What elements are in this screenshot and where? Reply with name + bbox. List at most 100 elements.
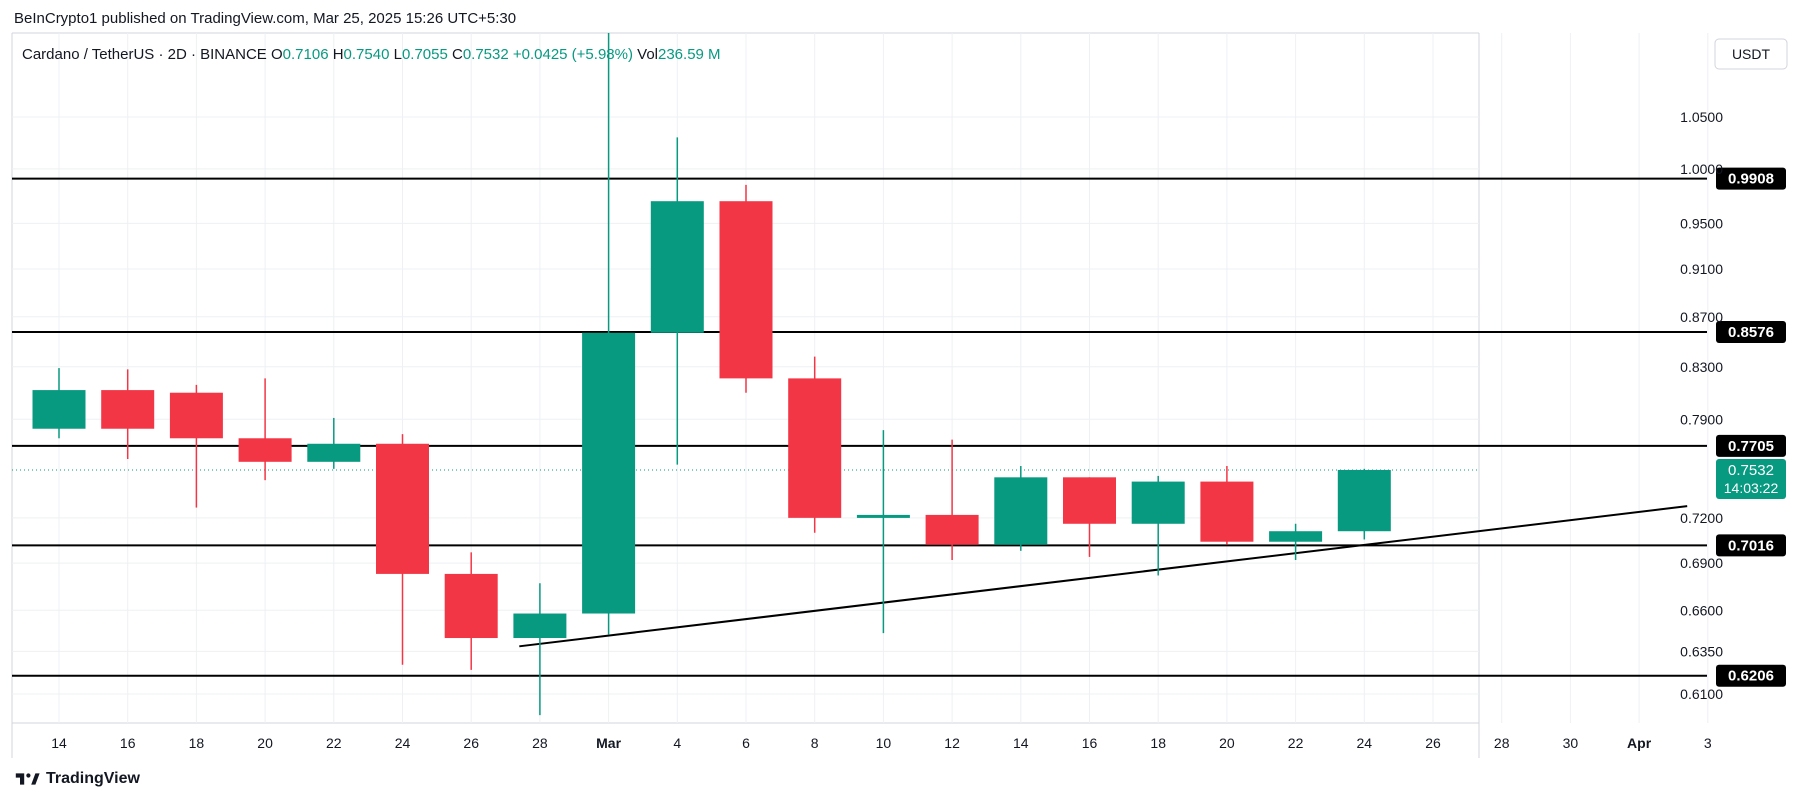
y-tick-label: 0.9100 [1680,261,1723,277]
y-tick-label: 0.7900 [1680,411,1723,427]
axes: 1.0500 1.0000 0.9500 0.9100 0.8700 0.8300 0.79… [51,38,1788,751]
change-value: +0.0425 (+5.98%) [513,46,637,63]
x-tick-label: 24 [395,735,411,751]
x-tick-label: 16 [1082,735,1098,751]
x-tick-label: 14 [51,735,67,751]
currency-label: USDT [1732,46,1771,62]
level-label: 0.8576 [1728,324,1774,341]
candle-body [582,332,636,614]
candle-body [101,390,155,429]
x-tick-label: 6 [742,735,750,751]
level-lines: 0.9908 0.8576 0.7705 0.7016 0.6206 0.753214:0… [12,167,1786,687]
candle [994,466,1048,551]
level-label: 0.6206 [1728,668,1774,685]
y-tick-label: 1.0000 [1680,161,1723,177]
candle [1269,523,1323,560]
volume-value: 236.59 M [658,46,721,63]
x-tick-label: 24 [1357,735,1373,751]
x-tick-label: 22 [1288,735,1304,751]
candle [1337,468,1391,540]
close-value: 0.7532 [463,46,513,63]
price-chart[interactable]: 0.99080.85760.77050.70160.62060.753214:0… [0,0,1804,760]
candle-body [719,201,773,379]
level-label-box [1716,434,1786,457]
candle [582,33,636,635]
candle [1063,477,1116,557]
tradingview-logo-icon [15,773,40,785]
bar-countdown: 14:03:22 [1724,480,1779,496]
candle [1131,475,1185,576]
candle-body [444,573,498,639]
low-label: L [394,46,402,63]
candle [513,583,567,716]
symbol-legend: Cardano / TetherUS · 2D · BINANCE O0.710… [22,46,721,63]
candle-body [856,514,910,518]
y-tick-label: 0.8300 [1680,359,1723,375]
y-tick-label: 0.8700 [1680,309,1723,325]
symbol-name: Cardano / TetherUS · 2D · BINANCE [22,46,271,63]
candle [169,384,223,508]
candle [376,434,429,665]
candle [788,356,842,533]
y-tick-label: 1.0500 [1680,109,1723,125]
candle-body [1200,481,1254,542]
close-label: C [452,46,463,63]
x-tick-label: 16 [120,735,136,751]
level-label-box [1716,664,1786,687]
candle-body [238,438,292,462]
x-tick-label: 4 [673,735,681,751]
y-tick-label: 0.9500 [1680,215,1723,231]
x-tick-label: 28 [532,735,548,751]
brand-name: TradingView [46,770,140,787]
x-tick-label: Mar [596,735,621,751]
candle [1200,466,1254,545]
x-tick-label: 26 [463,735,479,751]
x-tick-label: 14 [1013,735,1029,751]
candle [444,552,498,670]
y-tick-label: 0.6600 [1680,602,1723,618]
candle-body [513,613,567,639]
candle [32,368,86,439]
tradingview-brand[interactable]: TradingView [14,770,140,788]
x-tick-label: 30 [1563,735,1579,751]
high-value: 0.7540 [344,46,394,63]
candle-body [788,378,842,518]
level-label-box [1716,167,1786,190]
trendline-group [519,505,1688,648]
candle [238,378,292,481]
candle [925,439,979,560]
candle [101,369,155,460]
candle [307,417,361,469]
level-label: 0.7016 [1728,537,1774,554]
candle [650,137,704,465]
last-price-label: 0.7532 [1728,462,1774,479]
y-tick-label: 0.6100 [1680,686,1723,702]
low-value: 0.7055 [402,46,452,63]
volume-label: Vol [637,46,658,63]
high-label: H [333,46,344,63]
x-tick-label: 8 [811,735,819,751]
candle-body [307,443,361,462]
candle-body [169,392,223,439]
candle-body [994,477,1048,545]
x-tick-label: 20 [1219,735,1235,751]
candle-body [1269,531,1323,542]
x-tick-label: 3 [1704,735,1712,751]
open-value: 0.7106 [283,46,333,63]
x-tick-label: 26 [1425,735,1441,751]
currency-button[interactable] [1714,38,1788,70]
candle-body [1131,481,1185,524]
level-label-box [1716,321,1786,344]
support-trendline [519,505,1688,648]
symbol-legend-line: Cardano / TetherUS · 2D · BINANCE O0.710… [22,46,721,63]
level-label-box [1716,534,1786,557]
x-tick-label: Apr [1627,735,1652,751]
candle-body [650,201,704,333]
y-tick-label: 0.7200 [1680,510,1723,526]
candle-body [1063,477,1116,524]
level-label: 0.9908 [1728,171,1774,188]
publisher-line: BeInCrypto1 published on TradingView.com… [14,10,517,27]
chart-grid [11,32,1709,758]
candle [719,184,773,393]
x-tick-label: 10 [876,735,892,751]
